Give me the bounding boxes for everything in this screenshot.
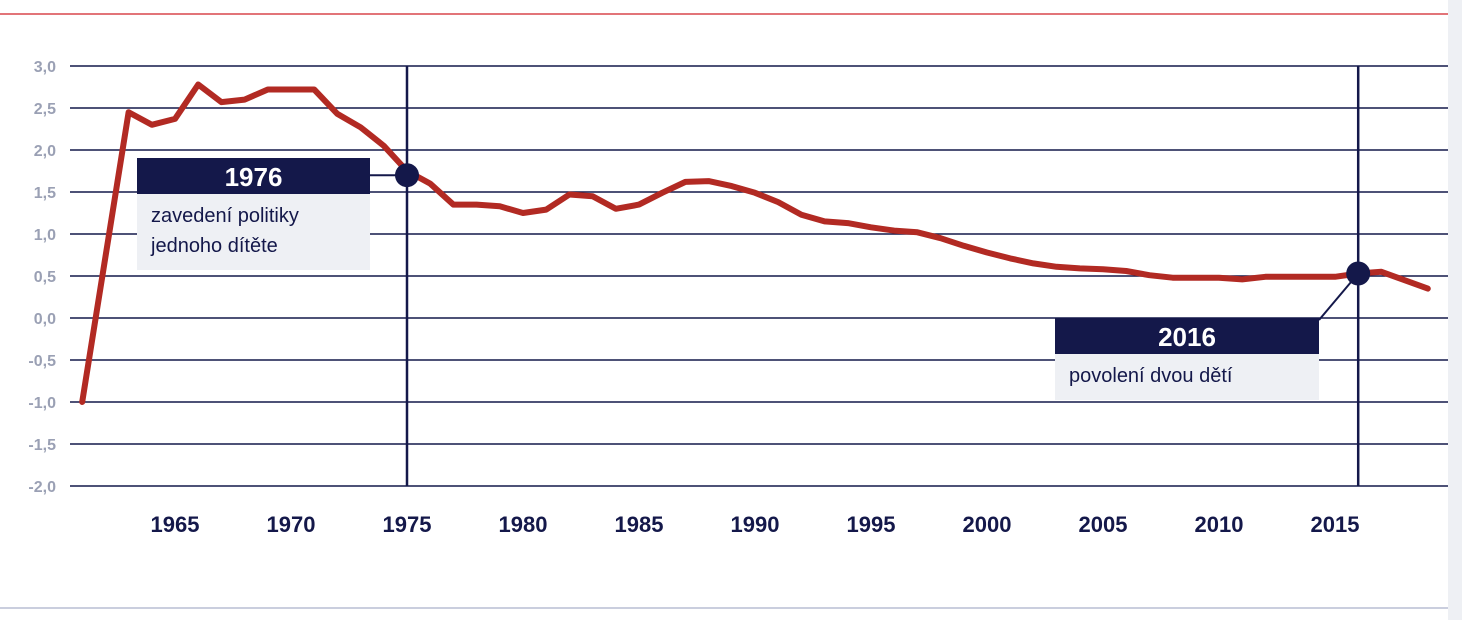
x-tick-label: 2005 (1079, 512, 1128, 537)
x-tick-label: 1975 (383, 512, 432, 537)
event-text: zavedení politiky (151, 205, 299, 227)
x-tick-label: 1990 (731, 512, 780, 537)
x-tick-label: 2015 (1311, 512, 1360, 537)
right-edge-strip (1448, 0, 1462, 620)
y-tick-label: -0,5 (28, 353, 56, 370)
y-tick-label: -2,0 (28, 479, 56, 496)
x-tick-label: 1995 (847, 512, 896, 537)
event-year: 1976 (225, 162, 283, 192)
y-tick-label: 2,0 (34, 143, 56, 160)
event-label-body (137, 194, 370, 270)
x-tick-label: 1980 (499, 512, 548, 537)
event-text: jednoho dítěte (150, 235, 278, 257)
y-tick-label: 0,5 (34, 269, 56, 286)
event-marker (1346, 261, 1371, 286)
x-tick-label: 2010 (1195, 512, 1244, 537)
y-tick-label: 1,5 (34, 185, 56, 202)
event-label-header (1055, 318, 1319, 354)
event-year: 2016 (1158, 322, 1216, 352)
series-line (79, 81, 1431, 405)
x-tick-label: 2000 (963, 512, 1012, 537)
y-tick-label: 1,0 (34, 227, 56, 244)
y-tick-label: 3,0 (34, 59, 56, 76)
event-label-body (1055, 354, 1319, 400)
x-tick-label: 1970 (267, 512, 316, 537)
event-text: povolení dvou dětí (1069, 365, 1233, 387)
x-tick-label: 1985 (615, 512, 664, 537)
y-tick-label: -1,0 (28, 395, 56, 412)
y-tick-label: 2,5 (34, 101, 56, 118)
y-tick-label: -1,5 (28, 437, 56, 454)
x-tick-label: 1965 (151, 512, 200, 537)
event-label-header (137, 158, 370, 194)
event-marker (395, 163, 419, 188)
y-tick-label: 0,0 (34, 311, 56, 328)
